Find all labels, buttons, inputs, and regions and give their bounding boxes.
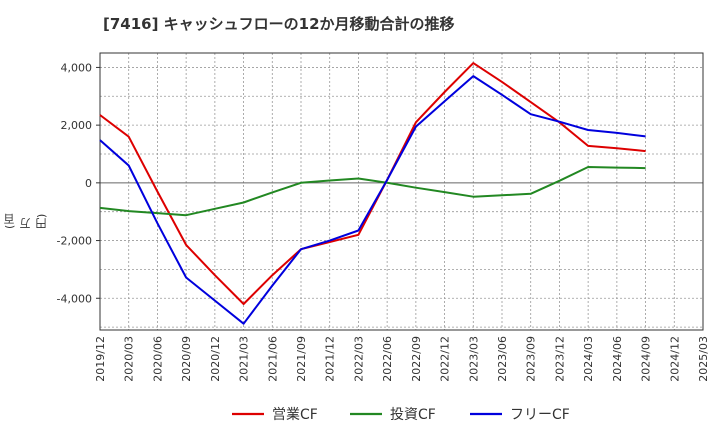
x-tick-label: 2023/12 bbox=[553, 336, 566, 382]
x-tick-label: 2022/12 bbox=[439, 336, 452, 382]
x-tick-label: 2020/06 bbox=[151, 336, 164, 382]
x-tick-label: 2020/09 bbox=[180, 336, 193, 382]
x-tick-label: 2025/03 bbox=[697, 336, 710, 382]
plot-frame bbox=[99, 52, 704, 331]
chart-title: [7416] キャッシュフローの12か月移動合計の推移 bbox=[103, 15, 455, 33]
y-tick-label: -2,000 bbox=[57, 235, 92, 248]
y-tick-label: -4,000 bbox=[57, 292, 92, 305]
x-tick-label: 2021/03 bbox=[238, 336, 251, 382]
x-tick-label: 2022/09 bbox=[410, 336, 423, 382]
x-tick-label: 2023/09 bbox=[525, 336, 538, 382]
x-tick-label: 2024/12 bbox=[668, 336, 681, 382]
series-line-1 bbox=[99, 62, 646, 305]
x-tick-label: 2022/03 bbox=[352, 336, 365, 382]
x-tick-label: 2024/09 bbox=[640, 336, 653, 382]
x-tick-label: 2024/06 bbox=[611, 336, 624, 382]
legend-label-1: 営業CF bbox=[272, 407, 318, 423]
x-tick-label: 2024/03 bbox=[582, 336, 595, 382]
x-tick-label: 2020/03 bbox=[123, 336, 136, 382]
x-tick-label: 2021/12 bbox=[324, 336, 337, 382]
x-tick-label: 2023/03 bbox=[467, 336, 480, 382]
x-tick-label: 2019/12 bbox=[94, 336, 107, 382]
y-tick-label: 0 bbox=[85, 177, 92, 190]
x-tick-label: 2021/06 bbox=[266, 336, 279, 382]
legend-label-2: 投資CF bbox=[390, 407, 436, 423]
x-tick-label: 2021/09 bbox=[295, 336, 308, 382]
x-tick-label: 2020/12 bbox=[209, 336, 222, 382]
y-tick-label: 2,000 bbox=[61, 119, 93, 132]
plot-area bbox=[100, 53, 703, 330]
x-tick-label: 2022/06 bbox=[381, 336, 394, 382]
y-tick-label: 4,000 bbox=[61, 61, 93, 74]
series-line-3 bbox=[99, 75, 646, 325]
legend-label-3: フリーCF bbox=[510, 407, 570, 423]
series-line-2 bbox=[99, 166, 646, 217]
x-tick-label: 2023/06 bbox=[496, 336, 509, 382]
